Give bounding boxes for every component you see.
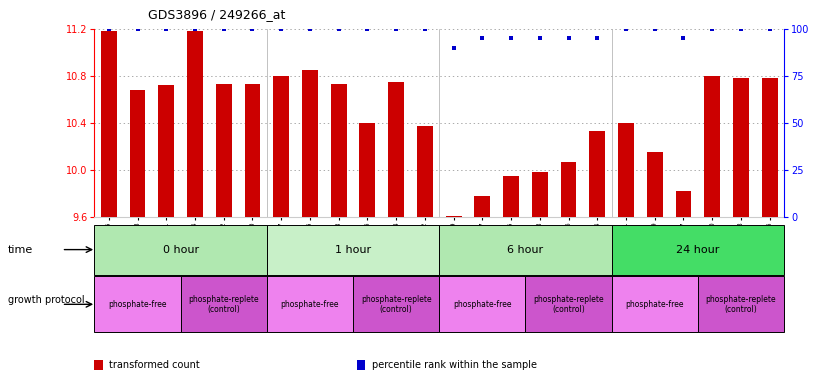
Bar [360, 123, 375, 217]
Text: 1 hour: 1 hour [335, 245, 371, 255]
Bar [439, 225, 612, 275]
Text: phosphate-replete
(control): phosphate-replete (control) [360, 295, 432, 314]
Text: time: time [8, 245, 34, 255]
Point [764, 26, 777, 32]
Bar [503, 176, 519, 217]
Bar [525, 276, 612, 332]
Bar [245, 84, 260, 217]
Text: phosphate-replete
(control): phosphate-replete (control) [533, 295, 604, 314]
Bar [187, 31, 203, 217]
Text: phosphate-replete
(control): phosphate-replete (control) [705, 295, 777, 314]
Text: phosphate-free: phosphate-free [281, 300, 339, 309]
Bar [267, 276, 353, 332]
Text: phosphate-free: phosphate-free [108, 300, 167, 309]
Text: phosphate-free: phosphate-free [626, 300, 684, 309]
Point [390, 26, 403, 32]
Point [447, 45, 461, 51]
Point [246, 26, 259, 32]
Bar [302, 70, 318, 217]
Text: transformed count: transformed count [109, 360, 200, 370]
Point [706, 26, 719, 32]
Point [160, 26, 173, 32]
Bar [532, 172, 548, 217]
Bar [216, 84, 232, 217]
Point [131, 26, 144, 32]
Bar [331, 84, 346, 217]
Text: GDS3896 / 249266_at: GDS3896 / 249266_at [148, 8, 285, 21]
Bar [733, 78, 749, 217]
Point [677, 35, 690, 41]
Point [333, 26, 346, 32]
Bar [676, 191, 691, 217]
Bar [612, 225, 784, 275]
Point [103, 26, 116, 32]
Bar [181, 276, 267, 332]
Point [534, 35, 547, 41]
Bar [439, 276, 525, 332]
Bar [94, 225, 267, 275]
Text: growth protocol: growth protocol [8, 295, 85, 306]
Point [562, 35, 576, 41]
Point [476, 35, 489, 41]
Bar [388, 82, 404, 217]
Bar [353, 276, 439, 332]
Point [274, 26, 288, 32]
Bar [698, 276, 784, 332]
Bar [618, 123, 634, 217]
Point [620, 26, 633, 32]
Point [361, 26, 374, 32]
Bar [130, 90, 145, 217]
Bar [612, 276, 698, 332]
Point [735, 26, 748, 32]
Bar [704, 76, 720, 217]
Point [504, 35, 518, 41]
Text: 0 hour: 0 hour [163, 245, 199, 255]
Bar [446, 216, 461, 217]
Text: 6 hour: 6 hour [507, 245, 544, 255]
Text: phosphate-free: phosphate-free [453, 300, 511, 309]
Bar [475, 196, 490, 217]
Bar [561, 162, 576, 217]
Text: 24 hour: 24 hour [677, 245, 719, 255]
Point [218, 26, 231, 32]
Bar [589, 131, 605, 217]
Bar [267, 225, 439, 275]
Point [304, 26, 317, 32]
Bar [762, 78, 777, 217]
Point [591, 35, 604, 41]
Bar [647, 152, 663, 217]
Bar [94, 276, 181, 332]
Bar [101, 31, 117, 217]
Point [189, 26, 202, 32]
Point [419, 26, 432, 32]
Bar [273, 76, 289, 217]
Text: percentile rank within the sample: percentile rank within the sample [372, 360, 537, 370]
Bar [158, 85, 174, 217]
Bar [417, 126, 433, 217]
Text: phosphate-replete
(control): phosphate-replete (control) [188, 295, 259, 314]
Point [649, 26, 662, 32]
